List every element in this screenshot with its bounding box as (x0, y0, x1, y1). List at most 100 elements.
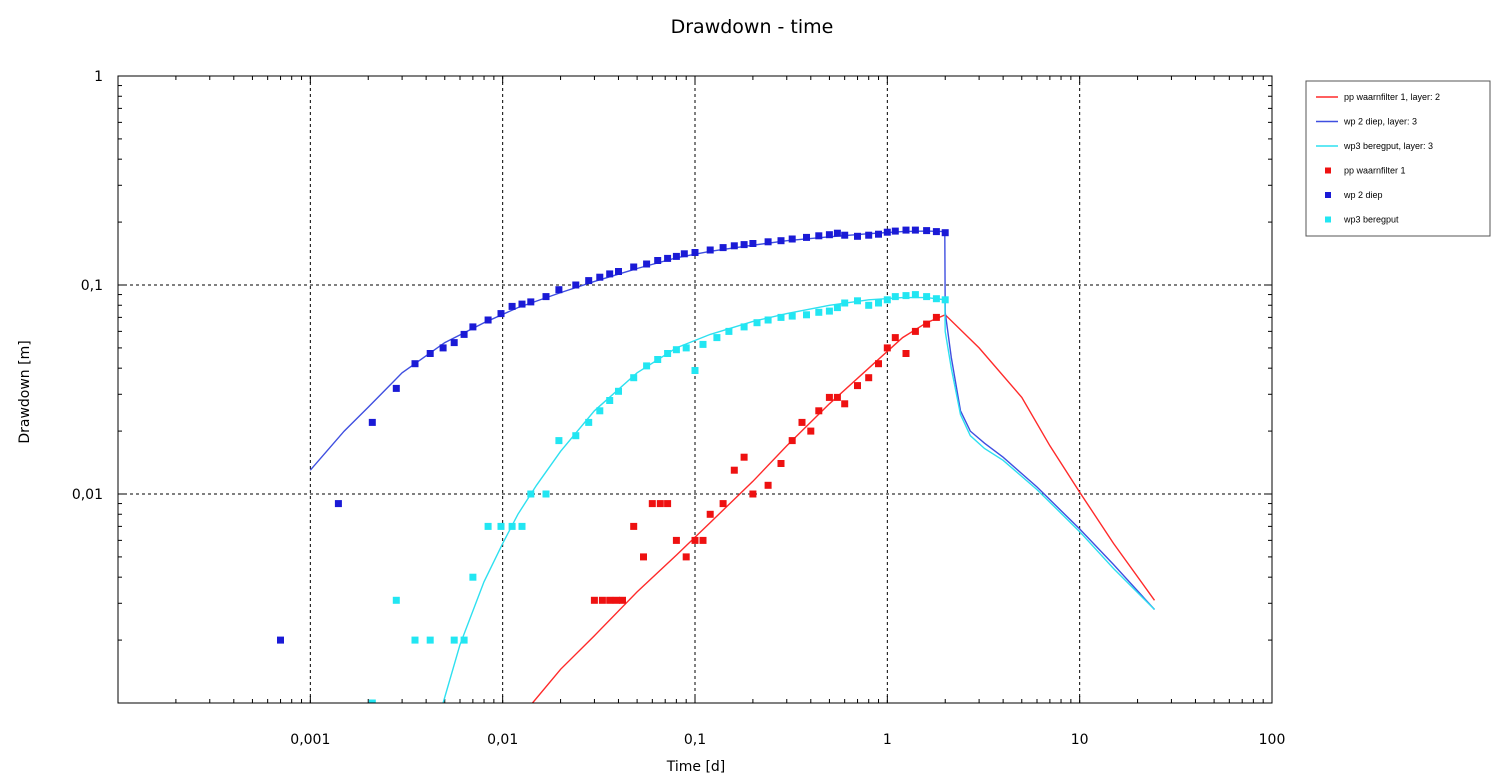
data-point (803, 311, 810, 319)
data-point (615, 268, 622, 275)
data-point (699, 536, 707, 544)
data-point (672, 346, 680, 354)
data-point (542, 490, 550, 498)
data-point (277, 636, 284, 644)
data-point (411, 636, 419, 644)
data-point (764, 481, 772, 489)
data-point (883, 296, 891, 304)
data-point (691, 536, 699, 544)
data-point (590, 596, 598, 604)
data-point (875, 299, 882, 307)
data-point (854, 297, 861, 305)
data-point (680, 250, 688, 258)
legend-entry-label: wp3 beregput (1343, 215, 1399, 225)
data-point (643, 362, 651, 370)
data-point (923, 320, 931, 328)
data-point (730, 242, 738, 250)
data-point (875, 360, 882, 368)
x-tick-label: 100 (1259, 732, 1286, 748)
data-point (788, 312, 796, 320)
y-tick-label: 1 (94, 69, 103, 85)
data-point (902, 350, 910, 357)
data-point (788, 235, 796, 243)
data-point (368, 418, 376, 426)
data-point (527, 298, 535, 306)
legend-entry-label: wp 2 diep (1343, 190, 1383, 200)
data-point (648, 500, 656, 508)
data-point (803, 233, 810, 241)
data-point (450, 636, 458, 644)
data-point (656, 500, 664, 508)
data-point (392, 596, 400, 604)
x-tick-label: 0,001 (290, 732, 330, 748)
data-point (682, 344, 690, 352)
data-point (798, 418, 806, 426)
data-point (450, 339, 458, 347)
data-point (730, 466, 738, 474)
data-point (883, 344, 891, 352)
data-point (749, 490, 757, 498)
x-tick-label: 10 (1071, 732, 1089, 748)
data-point (664, 350, 672, 357)
data-point (426, 350, 434, 357)
data-point (527, 490, 535, 498)
data-point (875, 230, 882, 238)
data-point (612, 596, 620, 604)
data-point (497, 310, 505, 318)
data-point (469, 573, 477, 581)
legend-entry-label: pp waarnfilter 1 (1344, 166, 1406, 176)
data-point (911, 327, 919, 335)
data-point (654, 257, 662, 264)
data-point (719, 500, 727, 508)
data-point (508, 522, 516, 530)
data-point (706, 246, 714, 254)
data-point (807, 427, 815, 435)
data-point (833, 393, 841, 401)
data-point (891, 293, 899, 301)
data-point (788, 437, 796, 445)
minor-ticks (118, 76, 1272, 703)
data-point (426, 636, 434, 644)
data-point (542, 293, 550, 301)
series-points-pp-waarnfilter-1 (590, 313, 940, 604)
data-point (841, 231, 849, 239)
data-point (672, 252, 680, 260)
data-point (411, 360, 419, 368)
data-point (764, 238, 772, 246)
data-point (753, 319, 761, 327)
data-point (932, 228, 940, 236)
data-point (841, 299, 849, 307)
data-point (585, 418, 593, 426)
data-point (664, 500, 672, 508)
data-point (932, 313, 940, 321)
data-point (392, 384, 400, 392)
data-point (484, 316, 492, 324)
data-point (865, 231, 873, 239)
grid-lines (118, 76, 1272, 703)
data-point (740, 453, 748, 461)
data-point (691, 367, 699, 374)
data-point (640, 553, 647, 561)
series-line-pp-waarnfilter-1-layer-2 (531, 313, 1156, 703)
plot-area (117, 75, 1273, 704)
x-tick-label: 0,01 (487, 732, 518, 748)
legend-entry-label: wp3 beregput, layer: 3 (1343, 141, 1433, 151)
data-point (815, 308, 823, 316)
data-point (923, 227, 931, 235)
data-point (682, 553, 690, 561)
chart-title: Drawdown - time (671, 16, 834, 38)
data-point (891, 227, 899, 235)
y-tick-label: 0,1 (81, 278, 103, 294)
data-point (706, 510, 714, 518)
data-point (825, 393, 833, 401)
data-point (606, 596, 614, 604)
data-point (777, 460, 785, 467)
data-point (555, 437, 563, 445)
data-point (672, 536, 680, 544)
data-point (596, 407, 604, 415)
data-point (777, 237, 785, 245)
data-point (815, 407, 823, 415)
data-point (664, 254, 672, 262)
data-point (725, 327, 733, 335)
data-point (713, 334, 721, 342)
